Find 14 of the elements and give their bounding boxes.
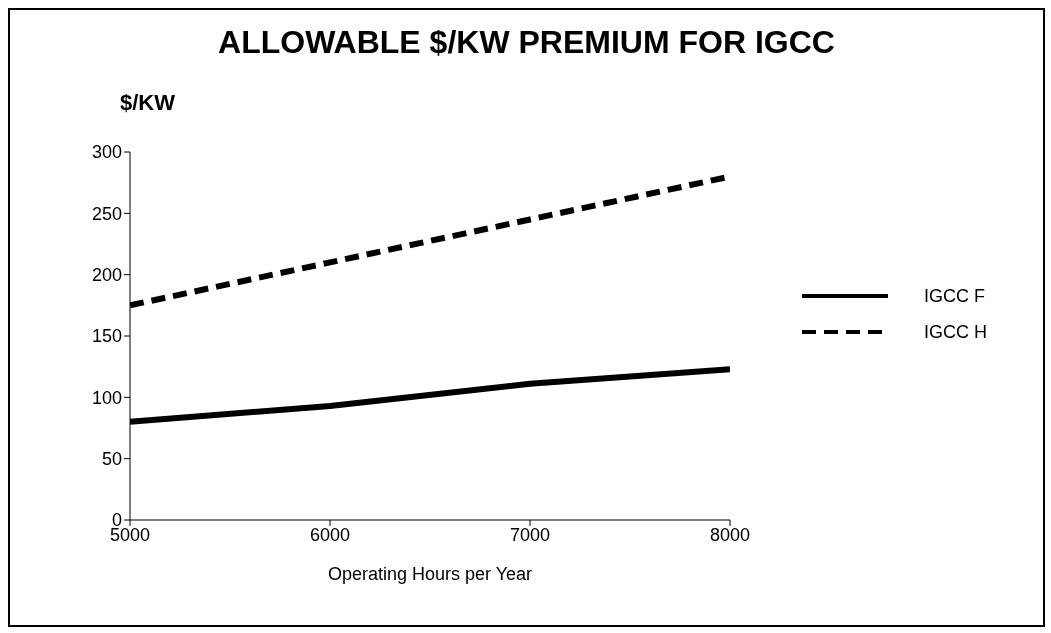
y-tick-label: 300 bbox=[91, 142, 122, 163]
legend-label: IGCC H bbox=[924, 321, 987, 343]
y-axis-title: $/KW bbox=[120, 90, 175, 116]
legend-label: IGCC F bbox=[924, 285, 985, 307]
chart-title: ALLOWABLE $/KW PREMIUM FOR IGCC bbox=[217, 24, 836, 61]
y-tick-label: 150 bbox=[91, 326, 122, 347]
y-tick-label: 50 bbox=[101, 449, 122, 470]
y-tick-label: 100 bbox=[91, 387, 122, 408]
y-tick-label: 250 bbox=[91, 203, 122, 224]
x-tick-label: 6000 bbox=[309, 524, 351, 545]
x-tick-label: 7000 bbox=[509, 524, 551, 545]
x-axis-title: Operating Hours per Year bbox=[327, 564, 533, 584]
x-tick-label: 8000 bbox=[709, 524, 751, 545]
y-tick-label: 200 bbox=[91, 265, 122, 286]
